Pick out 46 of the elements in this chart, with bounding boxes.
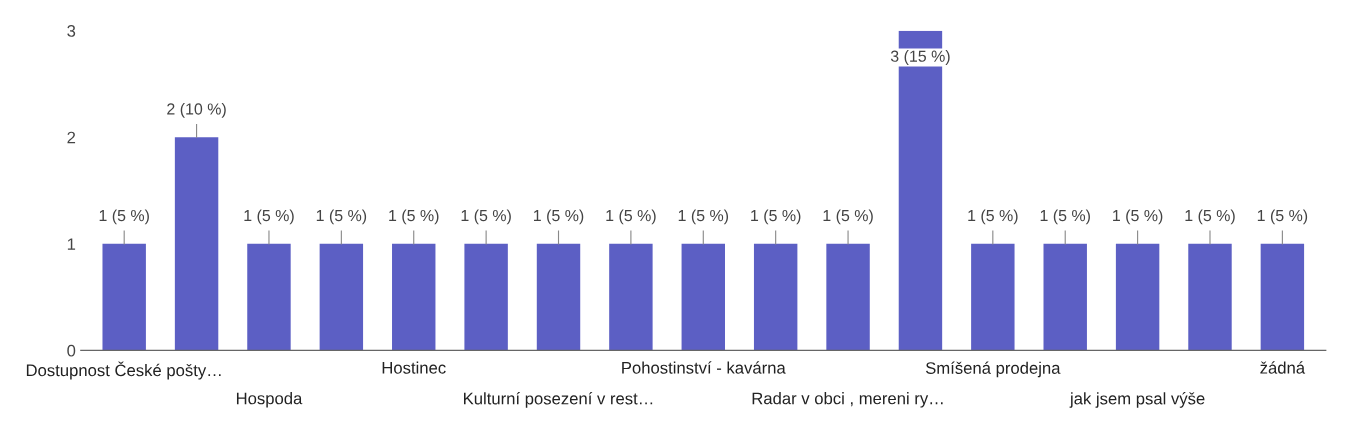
data-label: 1 (5 %) [751,209,801,225]
x-tick-label: Dostupnost České pošty… [26,361,221,380]
x-tick-label: žádná [1260,361,1306,374]
bar [1115,243,1160,351]
bar [1043,243,1087,351]
data-label: 1 (5 %) [823,209,873,225]
data-label: 1 (5 %) [461,209,511,225]
data-label: 1 (5 %) [606,209,656,225]
data-label: 3 (15 %) [890,50,950,65]
data-label: 1 (5 %) [389,209,439,225]
data-label: 1 (5 %) [1040,209,1090,225]
bar [971,243,1015,351]
data-label: 1 (5 %) [1257,209,1308,225]
data-label: 2 (10 %) [167,102,226,118]
bar [102,243,146,351]
bar [681,243,725,351]
data-label: 1 (5 %) [533,209,584,225]
data-label: 1 (5 %) [1113,209,1163,225]
x-tick-label: Smíšená prodejna [925,361,1061,378]
y-tick-label: 1 [67,238,76,250]
bar [319,243,364,351]
bar [1260,243,1305,351]
bar [392,243,436,351]
bar [247,243,291,351]
data-label: 1 (5 %) [316,209,367,225]
bar [464,243,508,351]
data-label: 1 (5 %) [99,209,149,225]
x-tick-label: jak jsem psal výše [1069,392,1205,408]
bar [609,243,653,351]
x-tick-label: Hostinec [382,361,446,374]
x-tick-label: Radar v obci , mereni ry… [752,392,943,408]
bar [826,243,870,351]
data-label: 1 (5 %) [1185,209,1235,225]
y-tick-label: 2 [67,131,76,144]
bar [753,243,798,351]
bar [174,137,219,351]
bar [536,243,581,351]
x-tick-label: Pohostinství - kavárna [622,361,786,374]
x-tick-label: Hospoda [236,392,303,408]
bar [1188,243,1232,351]
x-tick-label: Kulturní posezení v rest… [464,392,653,408]
data-label: 1 (5 %) [244,209,294,225]
data-label: 1 (5 %) [968,209,1018,225]
y-tick-label: 3 [67,25,76,37]
data-label: 1 (5 %) [678,209,729,225]
y-tick-label: 0 [67,344,76,357]
